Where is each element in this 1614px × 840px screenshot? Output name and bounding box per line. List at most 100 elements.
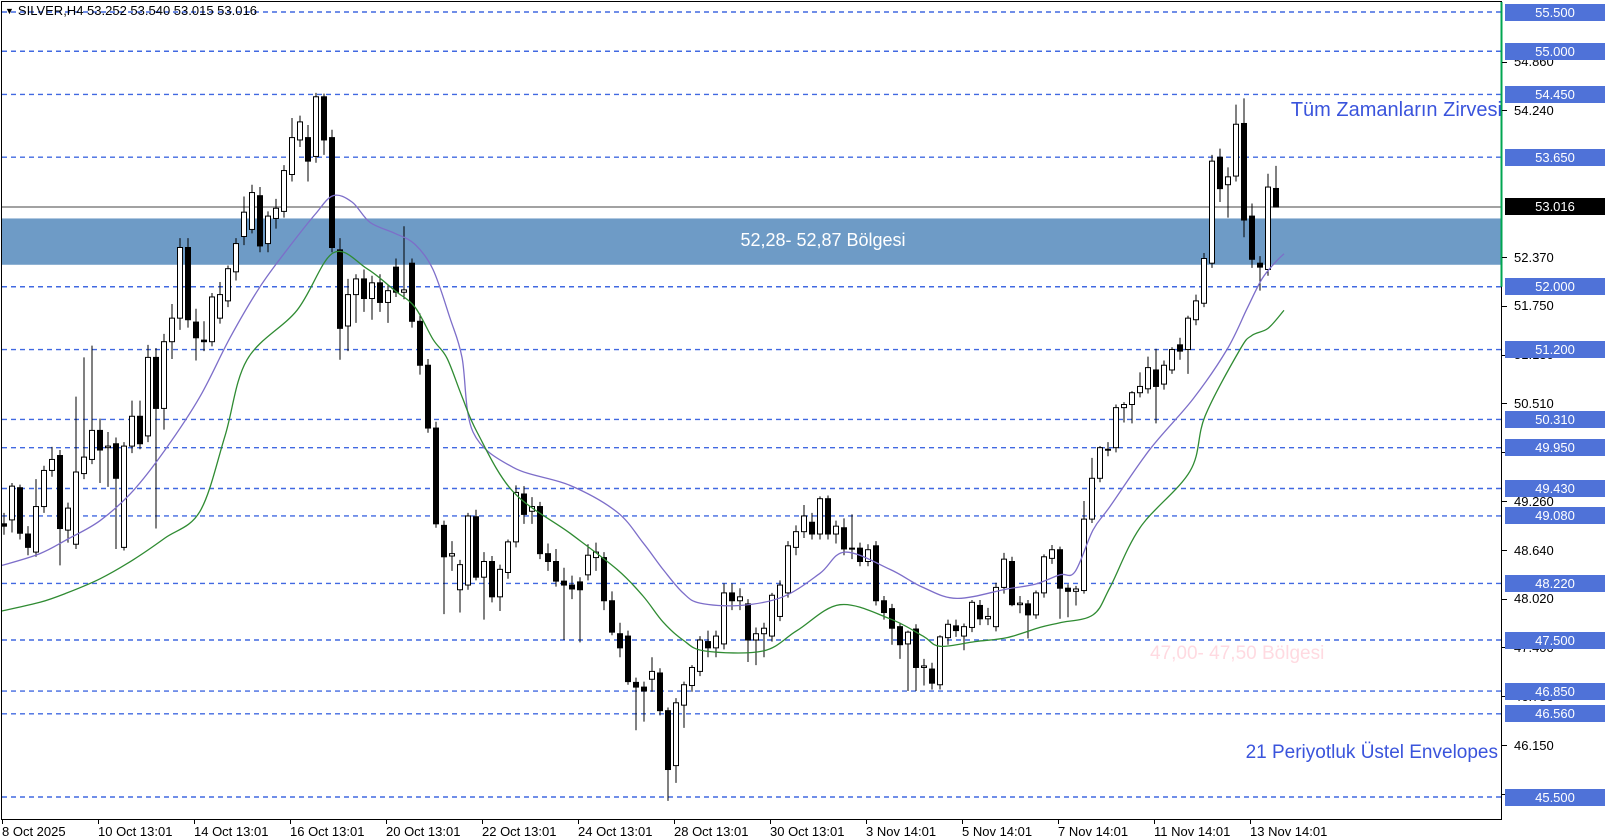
candle-body [641,686,647,692]
price-level-label: 55.000 [1505,42,1605,60]
price-tick-mark [1502,403,1507,405]
candle-body [201,339,207,343]
price-tick-mark [1502,598,1507,600]
candle-body [1121,404,1127,409]
candle-body [825,498,831,535]
candle-body [617,633,623,649]
candle-body [713,635,719,649]
candle-body [169,317,175,343]
candle-body [865,549,871,562]
candle-body [273,207,279,219]
candle-body [897,626,903,646]
time-axis-label: 13 Nov 14:01 [1250,824,1328,839]
candle-body [761,627,767,635]
candle-body [1025,603,1031,616]
price-tick-mark [1502,451,1507,453]
time-axis-label: 30 Oct 13:01 [770,824,845,839]
candle-body [953,625,959,632]
candle-body [89,429,95,460]
candle-body [377,282,383,303]
candle-body [1241,122,1247,221]
candle-body [1065,587,1071,592]
candle-body [321,96,327,141]
candle-body [809,521,815,535]
candle-body [705,641,711,649]
candle-body [33,506,39,553]
price-tick-label: 48.020 [1514,591,1554,607]
current-price-label: 53.016 [1505,198,1605,216]
candle-body [1145,367,1151,390]
candle-body [577,581,583,591]
candle-body [673,702,679,767]
candle-body [841,527,847,550]
candle-body [209,296,215,343]
candle-body [121,445,127,548]
time-tick-mark [482,820,483,824]
candle-body [457,564,463,591]
candle-body [513,491,519,543]
candle-body [545,553,551,563]
candle-body [97,429,103,451]
price-tick-mark [1502,257,1507,259]
candle-body [649,670,655,680]
candle-body [249,192,255,230]
candle-body [1105,448,1111,451]
candle-body [801,515,807,533]
candle-body [769,594,775,637]
price-tick-label: 48.640 [1514,542,1554,558]
plot-border [1,1,1502,820]
chart-header: ▼ SILVER,H4 53.252 53.540 53.015 53.016 [5,3,257,18]
candle-body [1249,215,1255,260]
candle-body [585,554,591,576]
candle-body [225,268,231,302]
time-axis-label: 14 Oct 13:01 [194,824,269,839]
candle-body [625,635,631,683]
time-axis-label: 5 Nov 14:01 [962,824,1033,839]
supply-zone-band-label: 52,28- 52,87 Bölgesi [740,230,906,250]
candle-body [41,469,47,508]
candle-body [1201,257,1207,304]
candle-body [417,320,423,366]
envelopes-indicator-text: 21 Periyotluk Üstel Envelopes [1245,742,1498,763]
price-tick-mark [1502,550,1507,551]
candle-body [145,356,151,437]
price-level-label: 52.000 [1505,278,1605,296]
time-tick-mark [866,820,867,824]
candle-body [1137,385,1143,394]
time-axis-label: 20 Oct 13:01 [386,824,461,839]
candle-body [969,601,975,628]
candle-body [393,266,399,293]
candle-body [1081,518,1087,592]
candle-body [281,170,287,212]
price-level-label: 50.310 [1505,410,1605,428]
candle-body [1265,186,1271,270]
candle-body [233,243,239,273]
candle-body [185,247,191,321]
candle-body [1233,123,1239,177]
candle-body [553,561,559,582]
ohlc-collapse-arrow-icon[interactable]: ▼ [5,6,14,16]
candle-body [465,515,471,586]
candle-body [329,137,335,249]
candle-body [297,121,303,141]
candle-body [721,592,727,645]
candle-body [745,603,751,641]
price-tick-label: 52.370 [1514,249,1554,265]
price-tick-label: 54.240 [1514,102,1554,118]
candle-body [849,547,855,550]
candle-body [1017,602,1023,606]
candle-body [289,137,295,175]
price-tick-mark [1502,354,1507,356]
price-tick-label: 49.260 [1514,493,1554,509]
candle-body [369,282,375,300]
time-tick-mark [674,820,675,824]
candle-body [1225,176,1231,186]
candle-body [681,684,687,706]
candle-body [449,553,455,557]
candle-body [881,600,887,614]
candle-body [305,137,311,162]
candle-body [921,665,927,668]
candle-body [873,545,879,602]
price-level-label: 51.200 [1505,341,1605,359]
